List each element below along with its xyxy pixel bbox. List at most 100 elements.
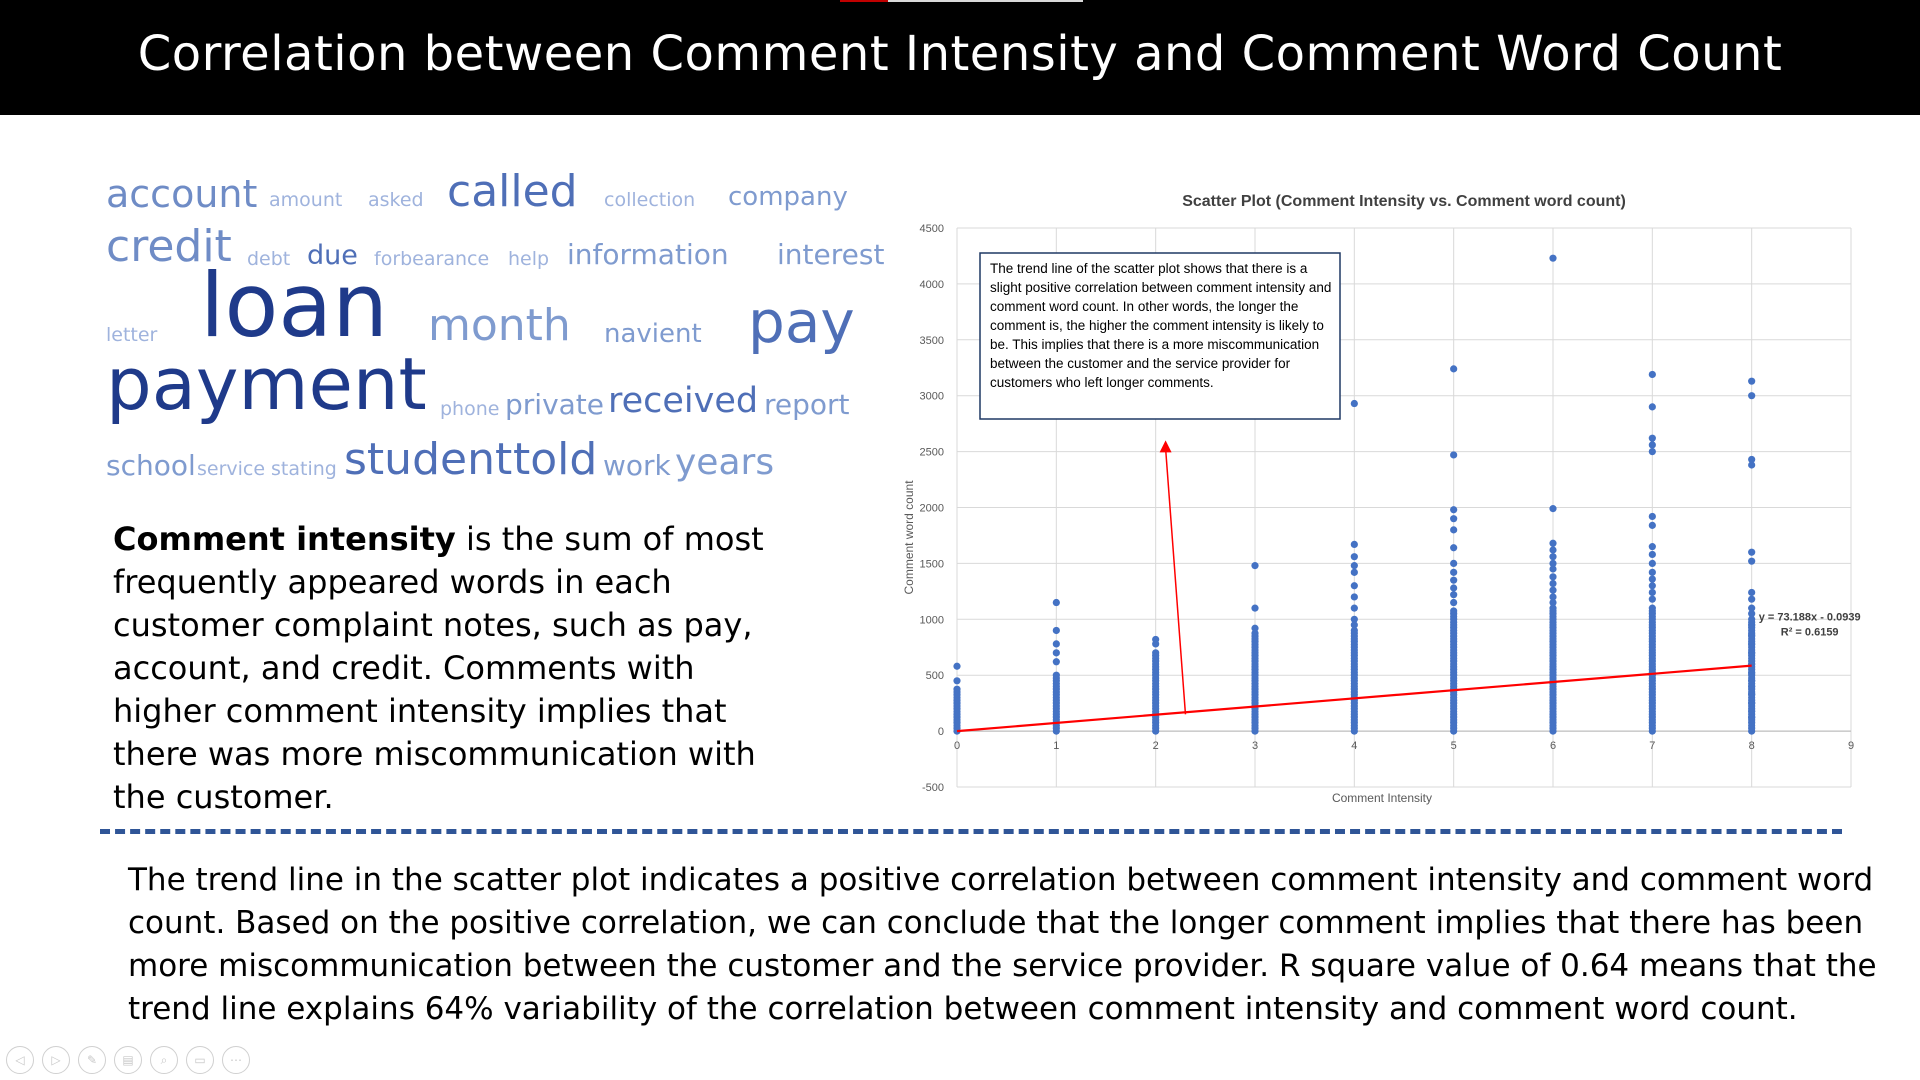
data-point <box>1549 598 1557 607</box>
data-point <box>1748 548 1756 556</box>
cloud-word-help: help <box>508 248 550 270</box>
slide-controls: ◁ ▷ ✎ ▤ ⌕ ▭ ⋯ <box>6 1046 250 1076</box>
y-axis-label: Comment word count <box>902 480 916 595</box>
data-point <box>953 677 961 685</box>
data-point <box>1350 540 1358 548</box>
data-point <box>1350 568 1358 576</box>
data-point <box>1052 626 1060 635</box>
data-point <box>1350 626 1358 635</box>
data-point <box>1748 615 1756 623</box>
data-point <box>1748 455 1756 464</box>
x-tick-label: 3 <box>1252 740 1258 752</box>
annotation-arrow <box>1164 448 1187 715</box>
data-point <box>1052 671 1060 679</box>
x-tick-label: 5 <box>1451 740 1457 752</box>
y-tick-label: 4500 <box>920 223 944 235</box>
data-point <box>1648 568 1656 576</box>
data-point <box>1450 451 1458 459</box>
data-point <box>1549 593 1557 601</box>
y-tick-label: 2000 <box>920 503 944 515</box>
cloud-word-years: years <box>675 442 775 483</box>
page-title: Correlation between Comment Intensity an… <box>137 26 1783 82</box>
cloud-word-work: work <box>603 449 671 482</box>
data-point <box>1251 624 1259 632</box>
definition-text: Comment intensity is the sum of most fre… <box>113 518 793 819</box>
data-point <box>1350 621 1358 629</box>
data-point <box>1251 604 1259 612</box>
prev-icon[interactable]: ◁ <box>6 1046 34 1074</box>
next-icon[interactable]: ▷ <box>42 1046 70 1074</box>
data-point <box>1052 649 1060 657</box>
data-point <box>1350 582 1358 590</box>
data-point <box>1450 598 1458 607</box>
cloud-word-account: account <box>106 172 258 216</box>
data-point <box>1648 441 1656 449</box>
y-tick-label: 4000 <box>920 279 944 291</box>
data-point <box>1648 604 1656 612</box>
data-point <box>1251 629 1259 637</box>
cloud-word-collection: collection <box>604 189 696 211</box>
cloud-word-private: private <box>505 388 604 421</box>
data-point <box>1748 557 1756 565</box>
y-tick-label: 3500 <box>920 335 944 347</box>
data-point <box>1748 707 1756 715</box>
trend-line <box>956 664 1752 733</box>
pen-icon[interactable]: ✎ <box>78 1046 106 1074</box>
data-point <box>1549 579 1557 588</box>
data-point <box>1350 553 1358 561</box>
data-point <box>1748 610 1756 618</box>
data-point <box>1450 559 1458 567</box>
data-point <box>1450 544 1458 552</box>
cloud-word-told: told <box>513 434 598 485</box>
data-point <box>1648 512 1656 521</box>
data-point <box>1350 562 1358 570</box>
data-point <box>1152 649 1160 657</box>
title-bar: Correlation between Comment Intensity an… <box>0 0 1920 115</box>
cloud-word-interest: interest <box>777 238 885 271</box>
data-point <box>1152 635 1160 644</box>
x-tick-label: 7 <box>1649 740 1655 752</box>
x-tick-label: 6 <box>1550 740 1556 752</box>
slides-icon[interactable]: ▤ <box>114 1046 142 1074</box>
x-tick-label: 8 <box>1749 740 1755 752</box>
y-tick-label: -500 <box>922 782 944 794</box>
data-point <box>1648 448 1656 456</box>
annotation-arrowhead <box>1159 440 1172 453</box>
data-point <box>1648 434 1656 442</box>
x-tick-label: 1 <box>1053 740 1059 752</box>
y-tick-label: 1000 <box>920 614 944 626</box>
more-icon[interactable]: ⋯ <box>222 1046 250 1074</box>
chart-title: Scatter Plot (Comment Intensity vs. Comm… <box>1182 193 1626 210</box>
data-point <box>1748 682 1756 690</box>
data-point <box>1648 575 1656 583</box>
dashed-divider <box>100 829 1842 834</box>
trend-equation: y = 73.188x - 0.0939 <box>1759 612 1861 624</box>
data-point <box>1748 461 1756 469</box>
conclusion-text: The trend line in the scatter plot indic… <box>128 862 1877 1027</box>
data-point <box>1648 370 1656 379</box>
screen-icon[interactable]: ▭ <box>186 1046 214 1074</box>
data-point <box>1549 573 1557 581</box>
definition-term: Comment intensity <box>113 520 456 558</box>
data-point <box>1648 595 1656 603</box>
zoom-icon[interactable]: ⌕ <box>150 1046 178 1074</box>
annotation-text: The trend line of the scatter plot shows… <box>990 261 1332 390</box>
data-point <box>953 685 961 693</box>
cloud-word-debt: debt <box>247 248 291 270</box>
data-point <box>1748 588 1756 597</box>
data-point <box>1350 593 1358 601</box>
cloud-word-service: service <box>197 458 266 480</box>
data-point <box>1549 565 1557 573</box>
data-point <box>1549 505 1557 513</box>
cloud-word-called: called <box>447 166 578 217</box>
data-point <box>1549 553 1557 561</box>
data-point <box>1748 595 1756 603</box>
scatter-svg: Scatter Plot (Comment Intensity vs. Comm… <box>902 193 1861 805</box>
annotation-text-container: The trend line of the scatter plot shows… <box>990 261 1332 390</box>
title-accent-red <box>840 0 888 2</box>
x-tick-label: 9 <box>1848 740 1854 752</box>
data-point <box>1648 543 1656 551</box>
data-point <box>1748 377 1756 385</box>
data-point <box>1549 559 1557 567</box>
cloud-word-credit: credit <box>106 221 232 272</box>
